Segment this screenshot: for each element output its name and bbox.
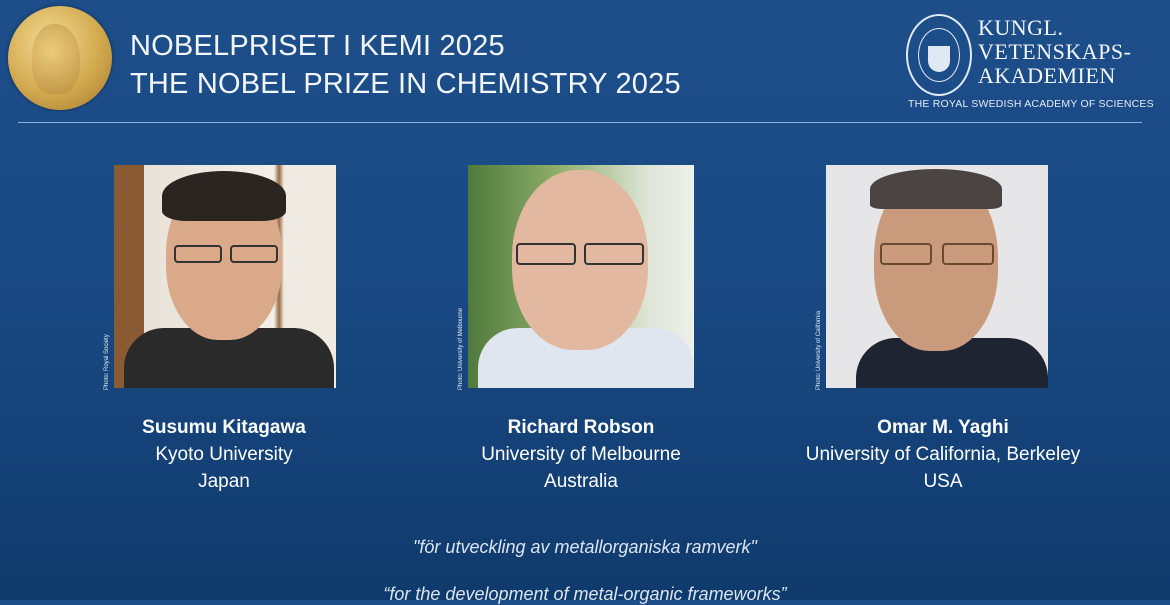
motivation-swedish: "för utveckling av metallorganiska ramve… bbox=[413, 537, 757, 557]
laureate-photo-kitagawa bbox=[114, 165, 336, 388]
title-english: THE NOBEL PRIZE IN CHEMISTRY 2025 bbox=[130, 68, 681, 100]
photo-credit: Photo: University of California bbox=[816, 310, 822, 390]
laureate-country: Australia bbox=[544, 471, 618, 492]
laureate-info: Richard Robson University of Melbourne A… bbox=[401, 414, 761, 495]
laureate-info: Susumu Kitagawa Kyoto University Japan bbox=[44, 414, 404, 495]
photo-credit: Photo: University of Melbourne bbox=[458, 307, 464, 390]
laureate-name: Richard Robson bbox=[507, 417, 655, 438]
academy-line: KUNGL. bbox=[978, 15, 1064, 40]
laureate-affiliation: Kyoto University bbox=[155, 444, 293, 465]
laureate-photo-robson bbox=[468, 165, 694, 388]
laureate-affiliation: University of California, Berkeley bbox=[805, 444, 1081, 465]
academy-name-english: THE ROYAL SWEDISH ACADEMY OF SCIENCES bbox=[908, 98, 1154, 110]
laureate-name: Omar M. Yaghi bbox=[877, 417, 1009, 438]
laureate-affiliation: University of Melbourne bbox=[481, 444, 681, 465]
title-swedish: NOBELPRISET I KEMI 2025 bbox=[130, 30, 505, 62]
academy-name: KUNGL. VETENSKAPS- AKADEMIEN bbox=[978, 16, 1131, 88]
photo-credit: Photo: Royal Society bbox=[104, 334, 110, 390]
laureate-name: Susumu Kitagawa bbox=[142, 417, 306, 438]
nobel-medal-logo bbox=[8, 6, 112, 110]
academy-line: VETENSKAPS- bbox=[978, 39, 1132, 64]
laureate-photo-yaghi bbox=[826, 165, 1048, 388]
laureate-country: Japan bbox=[198, 471, 250, 492]
laureate-info: Omar M. Yaghi University of California, … bbox=[763, 414, 1123, 495]
divider bbox=[18, 122, 1142, 123]
motivation-english: “for the development of metal-organic fr… bbox=[383, 584, 787, 604]
academy-line: AKADEMIEN bbox=[978, 63, 1116, 88]
academy-seal-logo bbox=[906, 14, 972, 96]
laureate-country: USA bbox=[923, 471, 963, 492]
